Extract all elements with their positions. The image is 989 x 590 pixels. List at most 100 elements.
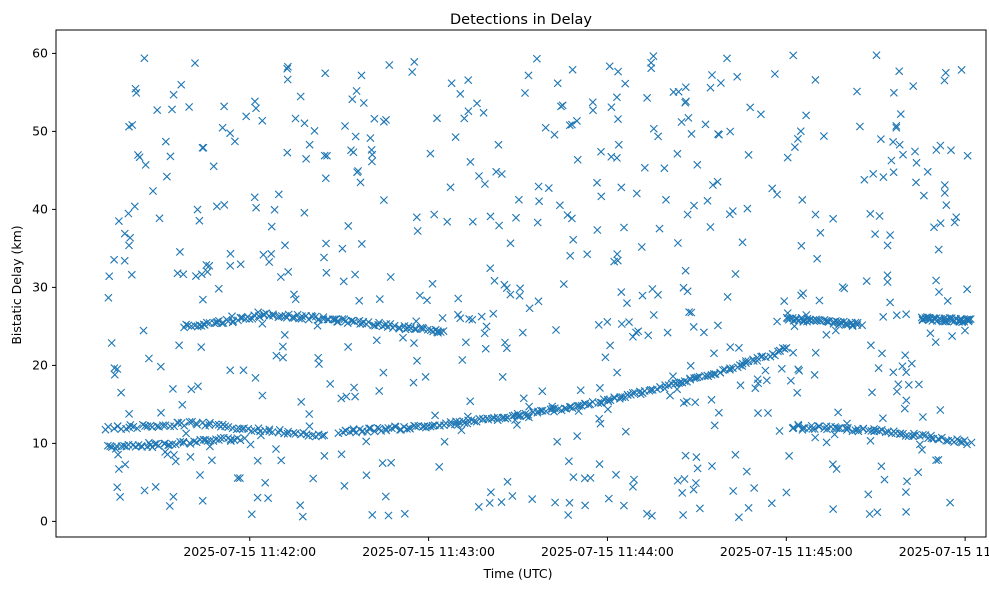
detection-point xyxy=(690,201,698,210)
detection-point xyxy=(612,153,621,162)
detection-point xyxy=(413,227,422,235)
detection-point xyxy=(235,474,244,483)
detection-point xyxy=(726,343,735,352)
detection-point xyxy=(918,413,927,421)
detection-point xyxy=(632,189,641,198)
detection-point xyxy=(887,156,896,165)
detection-point xyxy=(400,509,409,518)
detection-point xyxy=(268,428,277,437)
detection-point xyxy=(638,291,647,300)
detection-point xyxy=(680,475,689,483)
detection-point xyxy=(674,87,683,96)
detection-point xyxy=(140,486,149,495)
detection-point xyxy=(607,103,616,112)
detection-point xyxy=(344,221,353,230)
detection-point xyxy=(811,210,820,219)
detection-point xyxy=(684,113,693,122)
y-tick-label: 20 xyxy=(32,357,48,372)
detection-point xyxy=(901,351,910,360)
detection-point xyxy=(940,76,949,85)
detection-point xyxy=(385,61,394,69)
detection-point xyxy=(692,453,701,462)
detection-point xyxy=(612,470,620,479)
detection-point xyxy=(656,383,664,391)
detection-point xyxy=(296,92,305,101)
detection-point xyxy=(456,89,465,98)
detection-point xyxy=(573,155,582,164)
detection-point xyxy=(567,214,576,223)
detection-point xyxy=(272,351,281,360)
detection-point xyxy=(456,314,465,323)
detection-point xyxy=(524,410,533,419)
detection-point xyxy=(194,382,202,391)
detection-point xyxy=(682,397,691,406)
detection-point xyxy=(151,482,160,491)
detection-point xyxy=(534,182,543,191)
detection-point xyxy=(277,456,286,465)
detection-point xyxy=(107,339,116,347)
detection-point xyxy=(894,380,903,389)
detection-point xyxy=(202,318,211,327)
detection-point xyxy=(267,249,276,258)
detection-point xyxy=(679,283,688,292)
detection-point xyxy=(738,362,747,370)
detection-point xyxy=(379,368,388,377)
detection-point xyxy=(343,319,352,328)
detection-point xyxy=(956,438,965,446)
detection-point xyxy=(105,272,114,281)
detection-point xyxy=(480,180,489,188)
detection-point xyxy=(581,501,590,510)
detection-point xyxy=(613,256,622,265)
detection-point xyxy=(900,404,909,413)
detection-point xyxy=(855,122,864,131)
detection-point xyxy=(480,329,489,338)
detection-point xyxy=(834,408,843,417)
detection-point xyxy=(451,133,460,142)
detection-point xyxy=(733,72,742,81)
detection-point xyxy=(302,154,311,163)
detection-point xyxy=(889,137,898,146)
detection-point xyxy=(630,388,639,397)
detection-point xyxy=(843,423,852,432)
detection-point xyxy=(218,123,227,132)
detection-point xyxy=(182,429,191,438)
detection-point xyxy=(452,417,461,426)
detection-point xyxy=(506,239,515,248)
detection-point xyxy=(290,290,298,299)
detection-point xyxy=(436,328,445,336)
detection-point xyxy=(337,450,346,459)
detection-point xyxy=(321,174,330,183)
detection-point xyxy=(761,366,770,375)
detection-point xyxy=(681,83,690,92)
x-tick-label: 2025-07-15 11:46:00 xyxy=(899,544,989,559)
detection-point xyxy=(798,424,807,432)
detection-point xyxy=(908,432,917,441)
detection-point xyxy=(333,317,341,326)
detection-point xyxy=(114,217,123,226)
detection-point xyxy=(270,205,279,214)
detection-point xyxy=(738,238,747,247)
detection-point xyxy=(516,284,525,293)
detection-point xyxy=(177,80,186,89)
detection-point xyxy=(239,366,248,375)
detection-point xyxy=(481,344,490,353)
detection-point xyxy=(114,450,123,459)
detection-point xyxy=(854,427,863,436)
detection-point xyxy=(305,140,314,149)
detection-point xyxy=(569,235,578,244)
detection-point xyxy=(555,201,564,210)
detection-point xyxy=(171,440,180,449)
detection-point xyxy=(159,421,167,430)
detection-point xyxy=(218,319,226,328)
detection-point xyxy=(649,311,658,319)
detection-point xyxy=(647,511,656,520)
detection-point xyxy=(357,239,366,248)
detection-point xyxy=(678,488,687,497)
detection-point xyxy=(834,424,843,433)
detection-point xyxy=(322,268,331,277)
detection-point xyxy=(716,79,725,87)
detection-point xyxy=(283,75,292,84)
detection-point xyxy=(596,419,605,428)
detection-point xyxy=(709,370,718,378)
detection-point xyxy=(866,341,875,350)
